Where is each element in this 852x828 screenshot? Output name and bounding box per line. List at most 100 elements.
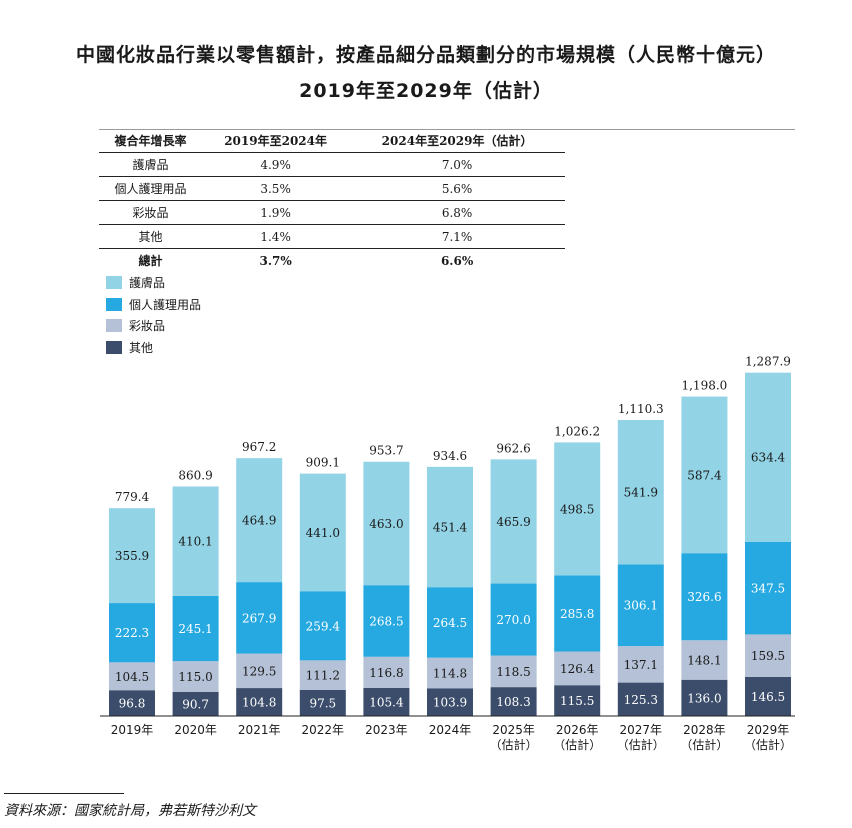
x-tick-label: 2026年 xyxy=(556,723,599,737)
source-rule xyxy=(4,793,124,794)
x-tick-label: 2028年 xyxy=(683,723,726,737)
x-tick-label: 2025年 xyxy=(492,723,535,737)
segment-value-label: 115.0 xyxy=(178,670,212,684)
segment-value-label: 268.5 xyxy=(369,614,403,628)
cagr-cell: 其他 xyxy=(99,224,203,249)
segment-value-label: 465.9 xyxy=(496,515,530,529)
bar-segment xyxy=(745,634,791,677)
bar-segment xyxy=(681,679,728,716)
legend-label: 護膚品 xyxy=(129,276,166,291)
bar-segment xyxy=(236,458,283,583)
bar-segment xyxy=(554,685,601,716)
bar-segment xyxy=(617,682,664,716)
cagr-cell: 護膚品 xyxy=(99,152,203,177)
segment-value-label: 451.4 xyxy=(433,521,468,535)
bar-segment xyxy=(681,396,728,554)
total-value-label: 860.9 xyxy=(178,468,212,482)
segment-value-label: 222.3 xyxy=(115,626,149,640)
cagr-total-cell: 6.6% xyxy=(440,253,474,268)
x-tick-label: （估計） xyxy=(553,737,601,752)
cagr-row: 彩妝品 1.9% 6.8% xyxy=(99,200,565,225)
total-value-label: 779.4 xyxy=(115,490,150,504)
cagr-total-cell: 總計 xyxy=(138,254,163,268)
x-tick-label: （估計） xyxy=(490,737,538,752)
legend-swatch xyxy=(106,319,122,333)
segment-value-label: 441.0 xyxy=(306,526,340,540)
bar-segment xyxy=(363,687,410,716)
total-value-label: 1,110.3 xyxy=(618,402,664,416)
bar-segment xyxy=(236,653,283,689)
source-note: 資料來源：國家統計局，弗若斯特沙利文 xyxy=(4,803,256,819)
segment-value-label: 259.4 xyxy=(306,619,341,633)
bar-segment xyxy=(745,676,791,716)
cagr-total-cell: 3.7% xyxy=(259,253,292,268)
bar-segment xyxy=(490,459,537,584)
segment-value-label: 347.5 xyxy=(751,582,785,596)
x-tick-label: 2024年 xyxy=(429,723,472,737)
segment-value-label: 108.3 xyxy=(496,695,530,709)
bar-segment xyxy=(299,690,346,716)
segment-value-label: 634.4 xyxy=(751,451,786,465)
bar-segment xyxy=(363,585,410,657)
segment-value-label: 410.1 xyxy=(178,535,212,549)
bar-segment xyxy=(617,564,664,647)
x-tick-label: 2019年 xyxy=(111,723,154,737)
segment-value-label: 111.2 xyxy=(306,669,340,683)
segment-value-label: 137.1 xyxy=(624,658,658,672)
cagr-row: 護膚品 4.9% 7.0% xyxy=(99,152,565,177)
legend-label: 其他 xyxy=(129,340,154,355)
cagr-table: 複合年增長率 2019年至2024年 2024年至2029年（估計） 護膚品 4… xyxy=(99,129,565,272)
bar-segment xyxy=(554,575,601,652)
bar-segment xyxy=(109,508,155,604)
segment-value-label: 306.1 xyxy=(624,599,658,613)
bar-segment xyxy=(427,587,473,658)
segment-value-label: 115.5 xyxy=(560,694,594,708)
bar-segment xyxy=(427,688,473,716)
segment-value-label: 97.5 xyxy=(309,697,336,711)
segment-value-label: 105.4 xyxy=(369,695,404,709)
x-tick-label: 2029年 xyxy=(747,723,790,737)
bar-segment xyxy=(172,661,219,692)
cagr-cell: 4.9% xyxy=(202,152,350,177)
x-tick-label: （估計） xyxy=(744,737,792,752)
cagr-row: 個人護理用品 3.5% 5.6% xyxy=(99,176,565,201)
bar-segment xyxy=(681,553,728,641)
cagr-cell: 7.1% xyxy=(349,224,565,249)
legend-item: 個人護理用品 xyxy=(106,294,201,316)
bar-segment xyxy=(236,582,283,654)
segment-value-label: 125.3 xyxy=(624,693,658,707)
chart-title-line1: 中國化妝品行業以零售額計，按產品細分品類劃分的市場規模（人民幣十億元） xyxy=(75,44,776,66)
legend-swatch xyxy=(106,276,122,290)
segment-value-label: 148.1 xyxy=(687,654,721,668)
total-value-label: 967.2 xyxy=(242,440,276,454)
cagr-cell: 彩妝品 xyxy=(99,200,203,225)
segment-value-label: 541.9 xyxy=(624,486,658,500)
chart-title-line2: 2019年至2029年（估計） xyxy=(299,80,553,102)
segment-value-label: 326.6 xyxy=(687,590,721,604)
legend-item: 護膚品 xyxy=(106,272,201,294)
cagr-cell: 1.4% xyxy=(202,224,350,249)
legend-label: 個人護理用品 xyxy=(129,297,202,312)
bar-segment xyxy=(490,655,537,688)
segment-value-label: 270.0 xyxy=(496,613,530,627)
bar-segment xyxy=(554,442,601,576)
bar-segment xyxy=(109,690,155,716)
legend-item: 其他 xyxy=(106,337,201,359)
segment-value-label: 587.4 xyxy=(687,468,722,482)
bar-segment xyxy=(490,687,537,716)
segment-value-label: 264.5 xyxy=(433,616,467,630)
cagr-row: 其他 1.4% 7.1% xyxy=(99,224,565,249)
segment-value-label: 464.9 xyxy=(242,514,276,528)
bar-segment xyxy=(236,688,283,716)
total-value-label: 909.1 xyxy=(306,456,340,470)
segment-value-label: 96.8 xyxy=(119,697,146,711)
bar-segment xyxy=(617,646,664,683)
bar-segment xyxy=(554,651,601,686)
bar-segment xyxy=(299,591,346,661)
bar-segment xyxy=(172,486,219,596)
total-value-label: 953.7 xyxy=(369,444,403,458)
bar-segment xyxy=(745,372,791,542)
segment-value-label: 118.5 xyxy=(496,665,530,679)
segment-value-label: 116.8 xyxy=(369,666,403,680)
